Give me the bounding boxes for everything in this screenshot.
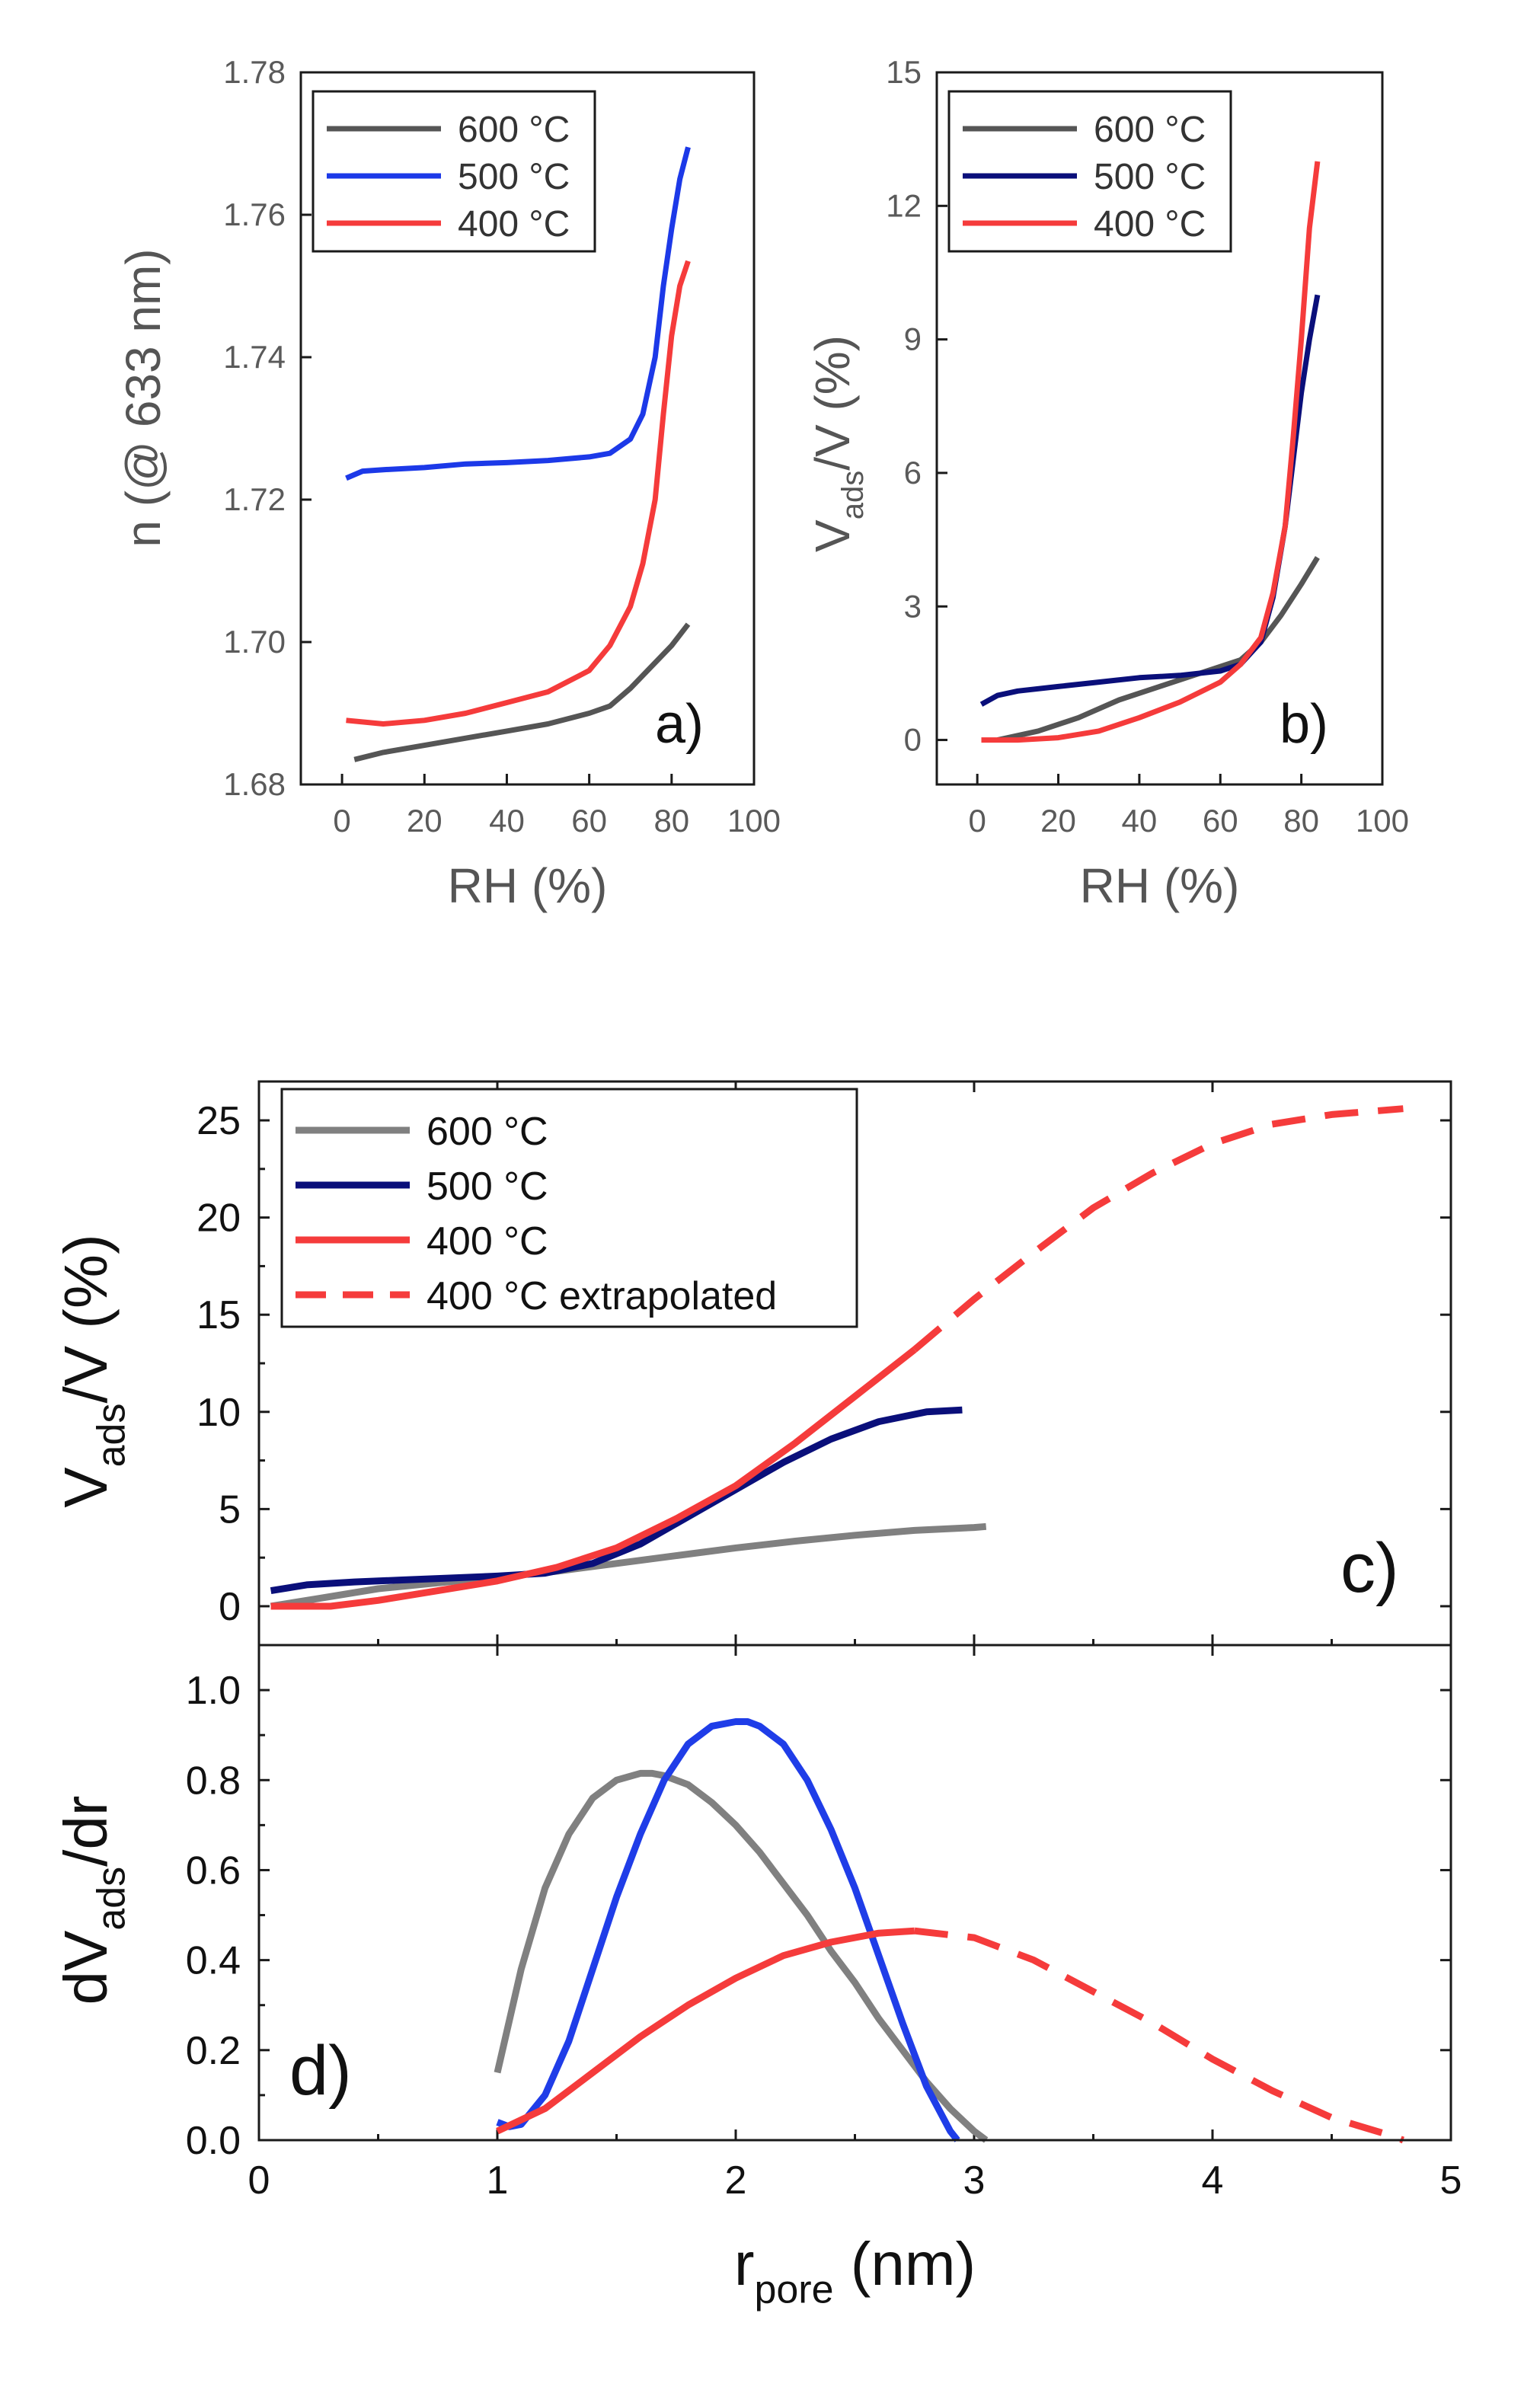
panel-c-ylabel-sub: ads (89, 1404, 133, 1468)
panel-c-legend-label: 400 °C (427, 1219, 548, 1264)
panel-d: 0.0 0.2 0.4 0.6 0.8 1.0 0 1 2 3 4 5 dVads/dr rpore (n… (52, 1644, 1462, 2312)
panel-d-ytick-label: 0.6 (186, 1848, 241, 1893)
panel-a-label: a) (655, 694, 704, 755)
panel-b-ytick-label: 6 (904, 455, 922, 490)
panel-b-xtick-label: 60 (1203, 803, 1238, 839)
panel-c-ytick-label: 5 (219, 1487, 241, 1532)
panel-d-xtick-label: 3 (963, 2158, 986, 2203)
panel-c-ylabel-rest: /V (%) (52, 1234, 120, 1403)
panel-a: 1.68 1.70 1.72 1.74 1.76 1.78 0 20 40 60 80 100 RH (… (116, 54, 781, 913)
panel-d-ylabel: dVads/dr (52, 1795, 133, 2005)
panel-b-xtick-label: 80 (1283, 803, 1319, 839)
panel-c-ytick-label: 0 (219, 1585, 241, 1629)
panel-a-legend: 600 °C 500 °C 400 °C (312, 90, 596, 253)
panel-a-ytick-label: 1.78 (223, 54, 286, 90)
panel-c-ytick-label: 10 (196, 1391, 241, 1435)
panel-b: 0 3 6 9 12 15 0 20 40 60 80 100 RH (%) Vads/V (%) b) 60… (805, 54, 1409, 913)
panel-d-xlabel-sub: pore (754, 2267, 833, 2312)
series-d-500-c (496, 1718, 960, 2142)
panel-b-legend-label: 400 °C (1094, 204, 1206, 244)
series-a-500-c (345, 146, 691, 481)
series-d-400-c-extrapolated (914, 1927, 1404, 2144)
panel-c: 0 5 10 15 20 25 Vads/V (%) c) 600 °C 500 °C 400 °C… (52, 1080, 1452, 1647)
panel-c-label: c) (1340, 1529, 1399, 1607)
panel-c-legend: 600 °C 500 °C 400 °C 400 °C extrapolated (280, 1088, 858, 1328)
panel-d-ytick-label: 0.0 (186, 2119, 241, 2163)
panel-b-legend-label: 500 °C (1094, 157, 1206, 197)
panel-a-xtick-label: 40 (489, 803, 525, 839)
panel-a-legend-label: 600 °C (458, 110, 570, 150)
panel-b-label: b) (1280, 694, 1328, 755)
panel-b-xtick-label: 40 (1122, 803, 1158, 839)
panel-a-ytick-label: 1.68 (223, 766, 286, 802)
panel-d-xtick-label: 4 (1202, 2158, 1224, 2203)
panel-c-legend-label: 600 °C (427, 1110, 548, 1154)
panel-b-xtick-label: 20 (1040, 803, 1076, 839)
panel-c-ylabel: Vads/V (%) (52, 1234, 133, 1507)
panel-b-ylabel-main: V (805, 519, 860, 552)
panel-d-ytick-label: 1.0 (186, 1669, 241, 1713)
panel-a-ytick-label: 1.76 (223, 196, 286, 232)
panel-b-legend: 600 °C 500 °C 400 °C (947, 90, 1232, 253)
panel-d-ytick-label: 0.8 (186, 1759, 241, 1803)
panel-d-ylabel-main: dV (52, 1930, 120, 2005)
panel-d-ytick-label: 0.2 (186, 2029, 241, 2073)
panel-c-ylabel-main: V (52, 1467, 120, 1508)
panel-b-ylabel-rest: /V (%) (805, 335, 860, 471)
panel-d-ylabel-sub: ads (89, 1867, 133, 1931)
panel-d-xlabel: rpore (nm) (734, 2230, 976, 2312)
panel-d-ytick-label: 0.4 (186, 1939, 241, 1983)
series-a-400-c (346, 260, 691, 727)
panel-b-ytick-label: 3 (904, 588, 922, 624)
panel-d-frame (257, 1644, 1452, 2142)
panel-d-ylabel-rest: /dr (52, 1795, 120, 1866)
series-d-400-c (496, 1927, 915, 2135)
panel-b-ylabel: Vads/V (%) (805, 335, 870, 552)
panel-c-ytick-label: 20 (196, 1196, 241, 1241)
panel-a-ytick-label: 1.74 (223, 339, 286, 375)
panel-d-label: d) (289, 2032, 352, 2110)
series-a-600-c (353, 622, 691, 762)
panel-b-frame (935, 71, 1384, 786)
panel-a-legend-label: 500 °C (458, 157, 570, 197)
series-b-500-c (979, 294, 1321, 707)
panel-b-xlabel: RH (%) (1080, 858, 1240, 913)
panel-a-xtick-label: 0 (333, 803, 350, 839)
series-d-600-c (494, 1769, 989, 2143)
panel-b-legend-label: 600 °C (1094, 110, 1206, 150)
panel-a-xtick-label: 100 (727, 803, 781, 839)
panel-a-ytick-label: 1.70 (223, 624, 286, 660)
panel-b-ytick-label: 0 (904, 722, 922, 758)
panel-b-xtick-label: 0 (969, 803, 986, 839)
panel-d-xlabel-rest: (nm) (834, 2230, 976, 2298)
panel-a-xtick-label: 80 (653, 803, 689, 839)
panel-a-legend-label: 400 °C (458, 204, 570, 244)
panel-a-xlabel: RH (%) (448, 858, 608, 913)
series-c-400-c-extrapolated (912, 1105, 1404, 1353)
panel-a-ylabel: n (@ 633 nm) (116, 248, 171, 547)
series-c-400-c (270, 1347, 917, 1610)
panel-a-xtick-label: 60 (571, 803, 607, 839)
panel-d-xlabel-main: r (734, 2230, 755, 2298)
series-c-600-c (270, 1522, 987, 1610)
panel-b-ytick-label: 15 (886, 54, 922, 90)
panel-a-ytick-label: 1.72 (223, 481, 286, 517)
panel-c-legend-label: 400 °C extrapolated (427, 1274, 777, 1318)
panel-a-xtick-label: 20 (407, 803, 443, 839)
panel-c-ytick-label: 25 (196, 1099, 241, 1143)
panel-c-ytick-label: 15 (196, 1293, 241, 1337)
panel-d-xtick-label: 5 (1440, 2158, 1462, 2203)
series-c-500-c (270, 1406, 963, 1595)
panel-b-ytick-label: 9 (904, 321, 922, 357)
panel-d-xtick-label: 0 (248, 2158, 270, 2203)
series-b-400-c (981, 161, 1321, 743)
panel-d-xtick-label: 2 (725, 2158, 747, 2203)
panel-b-ytick-label: 12 (886, 187, 922, 223)
panel-b-xtick-label: 100 (1356, 803, 1409, 839)
panel-d-xtick-label: 1 (487, 2158, 509, 2203)
panel-c-legend-label: 500 °C (427, 1165, 548, 1209)
panel-a-frame (299, 71, 756, 786)
panel-b-ylabel-sub: ads (836, 471, 870, 520)
